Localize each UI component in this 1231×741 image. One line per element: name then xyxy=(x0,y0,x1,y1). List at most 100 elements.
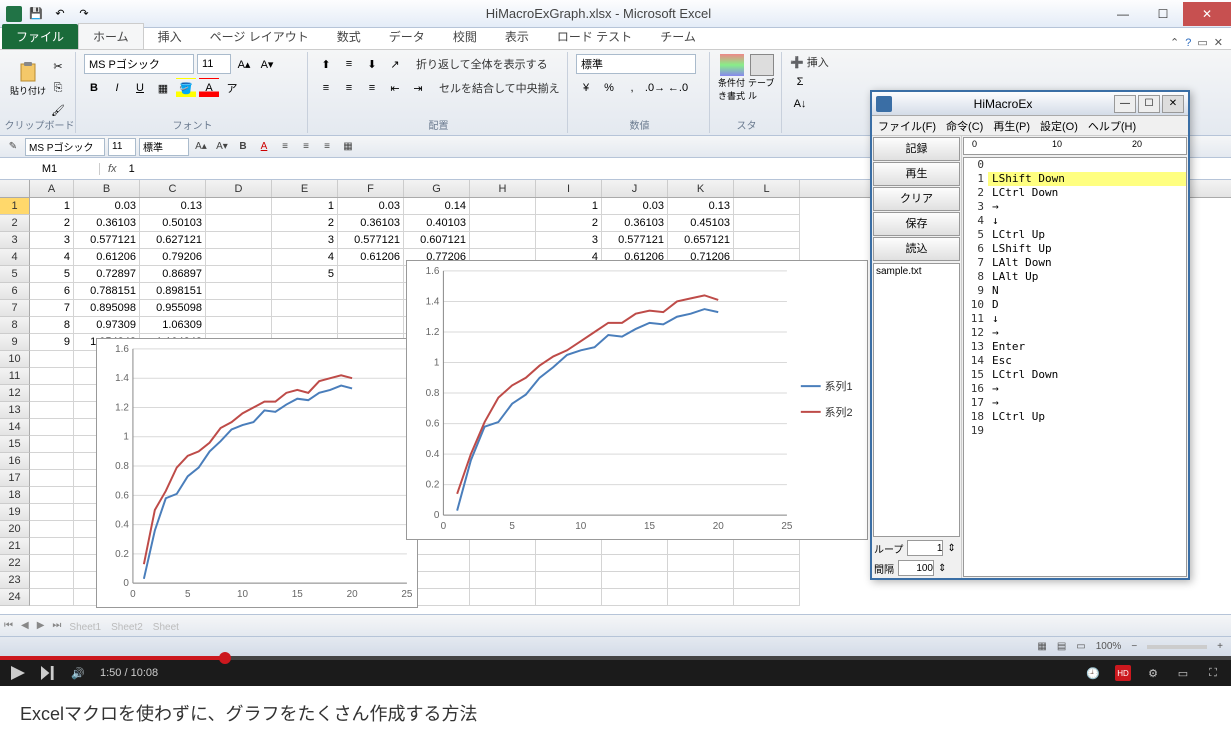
undo-icon[interactable]: ↶ xyxy=(50,4,70,24)
cell[interactable] xyxy=(536,589,602,606)
himacroex-button[interactable]: 再生 xyxy=(873,162,960,186)
row-header[interactable]: 17 xyxy=(0,470,30,487)
save-icon[interactable]: 💾 xyxy=(26,4,46,24)
decrease-decimal-icon[interactable]: ←.0 xyxy=(668,78,688,98)
himacroex-minimize[interactable]: — xyxy=(1114,95,1136,113)
column-header[interactable]: E xyxy=(272,180,338,197)
cell[interactable]: 0.03 xyxy=(74,198,140,215)
column-header[interactable]: A xyxy=(30,180,74,197)
cell[interactable] xyxy=(470,198,536,215)
fill-color-button[interactable]: 🪣 xyxy=(176,78,196,98)
cell[interactable] xyxy=(338,283,404,300)
row-header[interactable]: 19 xyxy=(0,504,30,521)
close-button[interactable]: ✕ xyxy=(1183,2,1231,26)
increase-font-icon[interactable]: A▴ xyxy=(234,54,254,74)
column-header[interactable]: K xyxy=(668,180,734,197)
column-header[interactable]: G xyxy=(404,180,470,197)
cell[interactable] xyxy=(30,470,74,487)
cell[interactable]: 0.577121 xyxy=(338,232,404,249)
cell[interactable] xyxy=(668,589,734,606)
cell[interactable]: 0.61206 xyxy=(74,249,140,266)
cell[interactable] xyxy=(30,436,74,453)
bold-button[interactable]: B xyxy=(84,78,104,98)
himacroex-file-item[interactable]: sample.txt xyxy=(876,266,957,277)
tb2-increase-font[interactable]: A▴ xyxy=(192,138,210,156)
sort-filter-icon[interactable]: A↓ xyxy=(790,94,810,114)
tb2-style[interactable] xyxy=(139,138,189,156)
cell[interactable] xyxy=(338,266,404,283)
cell[interactable] xyxy=(206,198,272,215)
column-header[interactable]: F xyxy=(338,180,404,197)
row-header[interactable]: 16 xyxy=(0,453,30,470)
row-header[interactable]: 21 xyxy=(0,538,30,555)
ribbon-tab[interactable]: 校閲 xyxy=(439,24,491,49)
ribbon-tab[interactable]: ページ レイアウト xyxy=(196,24,323,49)
row-header[interactable]: 6 xyxy=(0,283,30,300)
cell[interactable]: 1 xyxy=(30,198,74,215)
column-header[interactable]: D xyxy=(206,180,272,197)
cell[interactable] xyxy=(272,283,338,300)
cell[interactable]: 5 xyxy=(30,266,74,283)
align-middle-icon[interactable]: ≡ xyxy=(339,54,359,74)
sheet-tabs[interactable]: ⏮ ◀ ▶ ⏭ Sheet1 Sheet2 Sheet xyxy=(0,614,1231,636)
font-color-button[interactable]: A xyxy=(199,78,219,98)
row-header[interactable]: 8 xyxy=(0,317,30,334)
himacroex-filelist[interactable]: sample.txt xyxy=(873,263,960,537)
cell[interactable]: 2 xyxy=(30,215,74,232)
himacroex-macro-row[interactable]: 19 xyxy=(964,424,1186,438)
himacroex-maximize[interactable]: ☐ xyxy=(1138,95,1160,113)
tb2-font[interactable] xyxy=(25,138,105,156)
play-button[interactable] xyxy=(10,665,26,681)
cell[interactable]: 3 xyxy=(30,232,74,249)
cell[interactable]: 1 xyxy=(536,198,602,215)
row-header[interactable]: 7 xyxy=(0,300,30,317)
cell[interactable]: 0.895098 xyxy=(74,300,140,317)
cell[interactable] xyxy=(30,385,74,402)
cell[interactable] xyxy=(30,521,74,538)
ribbon-tab[interactable]: 数式 xyxy=(323,24,375,49)
himacroex-macro-row[interactable]: 16→ xyxy=(964,382,1186,396)
sheet-nav-last[interactable]: ⏭ xyxy=(52,620,61,631)
cell[interactable] xyxy=(734,215,800,232)
paste-button[interactable]: 貼り付け xyxy=(10,54,46,102)
font-size-select[interactable] xyxy=(197,54,231,74)
row-header[interactable]: 15 xyxy=(0,436,30,453)
cell[interactable]: 0.72897 xyxy=(74,266,140,283)
cell[interactable]: 0.657121 xyxy=(668,232,734,249)
phonetic-button[interactable]: ア xyxy=(222,78,242,98)
redo-icon[interactable]: ↷ xyxy=(74,4,94,24)
himacroex-macro-row[interactable]: 5LCtrl Up xyxy=(964,228,1186,242)
himacroex-macro-row[interactable]: 17→ xyxy=(964,396,1186,410)
italic-button[interactable]: I xyxy=(107,78,127,98)
cell[interactable]: 2 xyxy=(272,215,338,232)
ribbon-tab[interactable]: 表示 xyxy=(491,24,543,49)
underline-button[interactable]: U xyxy=(130,78,150,98)
cell[interactable] xyxy=(470,572,536,589)
cell[interactable] xyxy=(30,538,74,555)
cell[interactable]: 0.97309 xyxy=(74,317,140,334)
cell[interactable] xyxy=(30,453,74,470)
cut-icon[interactable]: ✂ xyxy=(48,56,68,76)
cell[interactable] xyxy=(470,589,536,606)
interval-spinner-icon[interactable]: ⇕ xyxy=(938,563,946,574)
minimize-button[interactable]: — xyxy=(1103,2,1143,26)
table-format-button[interactable]: テーブル xyxy=(748,54,775,102)
tb2-font-color[interactable]: A xyxy=(255,138,273,156)
himacroex-button[interactable]: クリア xyxy=(873,187,960,211)
cell[interactable] xyxy=(30,402,74,419)
column-header[interactable]: J xyxy=(602,180,668,197)
align-top-icon[interactable]: ⬆ xyxy=(316,54,336,74)
himacroex-macro-row[interactable]: 6LShift Up xyxy=(964,242,1186,256)
sheet-nav-first[interactable]: ⏮ xyxy=(4,620,13,631)
tb2-borders[interactable]: ▦ xyxy=(339,138,357,156)
cell[interactable]: 0.607121 xyxy=(404,232,470,249)
himacroex-macro-row[interactable]: 1LShift Down xyxy=(964,172,1186,186)
ribbon-tab[interactable]: 挿入 xyxy=(144,24,196,49)
cell[interactable]: 0.36103 xyxy=(338,215,404,232)
select-all-corner[interactable] xyxy=(0,180,30,197)
cell[interactable]: 5 xyxy=(272,266,338,283)
cell[interactable] xyxy=(30,368,74,385)
ribbon-tab[interactable]: ロード テスト xyxy=(543,24,646,49)
align-center-icon[interactable]: ≡ xyxy=(339,78,359,98)
cell[interactable]: 0.36103 xyxy=(602,215,668,232)
